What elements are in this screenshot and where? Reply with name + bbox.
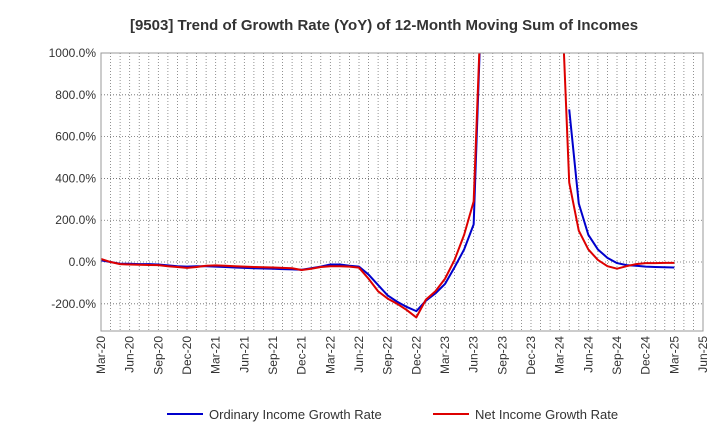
series-line-2 bbox=[101, 53, 675, 319]
x-tick-label: Mar-23 bbox=[438, 336, 452, 374]
x-tick-label: Sep-23 bbox=[495, 336, 509, 375]
x-tick-label: Dec-24 bbox=[639, 336, 653, 375]
plot-area bbox=[100, 52, 704, 332]
x-tick-label: Jun-25 bbox=[696, 336, 710, 373]
legend-label: Ordinary Income Growth Rate bbox=[209, 407, 382, 422]
x-tick-label: Sep-21 bbox=[266, 336, 280, 375]
y-tick-label: 800.0% bbox=[55, 88, 96, 102]
x-tick-label: Mar-20 bbox=[94, 336, 108, 374]
x-tick-label: Jun-24 bbox=[581, 336, 595, 373]
x-tick-label: Mar-24 bbox=[553, 336, 567, 374]
x-tick-label: Dec-20 bbox=[180, 336, 194, 375]
y-tick-label: 400.0% bbox=[55, 171, 96, 185]
x-axis: Mar-20 Jun-20 Sep-20 Dec-20 Mar-21 Jun-21 Sep-… bbox=[94, 336, 710, 375]
x-tick-label: Dec-23 bbox=[524, 336, 538, 375]
x-tick-label: Jun-20 bbox=[123, 336, 137, 373]
chart-title: [9503] Trend of Growth Rate (YoY) of 12-… bbox=[130, 17, 638, 34]
x-tick-label: Jun-22 bbox=[352, 336, 366, 373]
legend-label: Net Income Growth Rate bbox=[475, 407, 618, 422]
x-tick-label: Mar-21 bbox=[209, 336, 223, 374]
y-tick-label: 200.0% bbox=[55, 213, 96, 227]
x-tick-label: Dec-21 bbox=[295, 336, 309, 375]
y-axis: 1000.0% 800.0% 600.0% 400.0% 200.0% 0.0% -200.… bbox=[49, 46, 97, 311]
x-tick-label: Sep-22 bbox=[381, 336, 395, 375]
x-tick-label: Sep-24 bbox=[610, 336, 624, 375]
y-tick-label: 1000.0% bbox=[49, 46, 97, 60]
legend: Ordinary Income Growth Rate Net Income Gr… bbox=[167, 407, 618, 422]
x-tick-label: Mar-22 bbox=[323, 336, 337, 374]
y-tick-label: 0.0% bbox=[69, 255, 97, 269]
x-tick-label: Mar-25 bbox=[667, 336, 681, 374]
x-tick-label: Sep-20 bbox=[151, 336, 165, 375]
x-tick-label: Jun-21 bbox=[237, 336, 251, 373]
grid bbox=[100, 52, 704, 331]
series-lines bbox=[101, 53, 675, 319]
x-tick-label: Jun-23 bbox=[467, 336, 481, 373]
y-tick-label: -200.0% bbox=[51, 297, 96, 311]
y-tick-label: 600.0% bbox=[55, 130, 96, 144]
x-tick-label: Dec-22 bbox=[409, 336, 423, 375]
